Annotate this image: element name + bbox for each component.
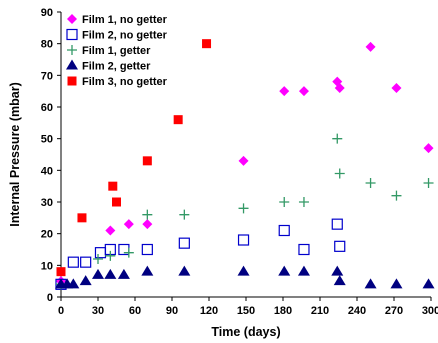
x-tick-label: 30 xyxy=(92,305,104,317)
data-point xyxy=(334,168,345,179)
data-point xyxy=(238,203,249,214)
series-3 xyxy=(55,265,435,289)
data-point xyxy=(178,265,191,276)
data-point xyxy=(298,197,309,207)
data-point xyxy=(422,278,435,289)
x-tick-label: 150 xyxy=(237,305,255,317)
data-point xyxy=(331,218,343,230)
data-point xyxy=(117,268,130,279)
data-point xyxy=(279,86,290,97)
data-point xyxy=(237,234,250,246)
data-point xyxy=(141,243,153,256)
series-4 xyxy=(56,39,212,277)
legend-label: Film 2, no getter xyxy=(82,30,168,42)
y-tick-label: 70 xyxy=(41,70,53,82)
legend-marker xyxy=(67,76,77,86)
data-point xyxy=(142,219,153,230)
y-tick-label: 30 xyxy=(41,197,53,209)
y-tick-label: 50 xyxy=(41,134,53,146)
data-point xyxy=(108,181,118,191)
legend-label: Film 2, getter xyxy=(82,61,151,73)
data-point xyxy=(142,156,152,166)
data-point xyxy=(237,265,250,276)
y-tick-label: 40 xyxy=(41,165,53,177)
data-point xyxy=(123,219,134,230)
data-point xyxy=(334,240,346,252)
data-point xyxy=(105,225,116,236)
data-point xyxy=(67,278,80,289)
data-point xyxy=(142,209,153,220)
data-point xyxy=(92,268,104,279)
data-point xyxy=(423,143,434,154)
y-tick-label: 10 xyxy=(41,260,53,272)
legend-label: Film 1, getter xyxy=(82,45,151,57)
data-point xyxy=(334,83,345,93)
data-point xyxy=(178,237,190,249)
data-point xyxy=(80,256,92,268)
data-point xyxy=(67,256,79,268)
data-point xyxy=(391,190,402,201)
y-tick-label: 90 xyxy=(41,7,53,19)
data-point xyxy=(202,39,212,49)
legend-label: Film 1, no getter xyxy=(82,14,168,26)
legend-marker xyxy=(66,59,78,70)
data-point xyxy=(93,254,103,264)
data-point xyxy=(423,178,434,188)
legend-marker xyxy=(66,28,78,41)
data-point xyxy=(278,265,291,276)
legend: Film 1, no getter Film 2, no getter Film 1… xyxy=(66,14,168,88)
data-point xyxy=(298,86,309,97)
x-tick-label: 300 xyxy=(422,305,438,317)
x-tick-label: 90 xyxy=(166,305,178,317)
x-axis-title: Time (days) xyxy=(211,325,280,339)
y-axis-title: Internal Pressure (mbar) xyxy=(8,82,22,227)
data-point xyxy=(365,178,376,188)
data-point xyxy=(94,247,107,259)
data-point xyxy=(390,278,403,289)
data-point xyxy=(79,275,92,286)
data-point xyxy=(77,213,87,223)
data-point xyxy=(179,209,190,220)
x-tick-label: 240 xyxy=(348,305,366,317)
data-point xyxy=(364,278,377,289)
x-tick-label: 60 xyxy=(129,305,141,317)
x-tick-label: 180 xyxy=(274,305,292,317)
data-point xyxy=(278,224,290,237)
data-point xyxy=(333,275,346,286)
data-point xyxy=(391,83,402,93)
data-point xyxy=(298,243,310,256)
series-2 xyxy=(56,133,434,290)
y-tick-label: 60 xyxy=(41,102,53,114)
data-point xyxy=(332,133,343,144)
legend-marker xyxy=(67,45,77,55)
legend-label: Film 3, no getter xyxy=(82,76,168,88)
data-point xyxy=(331,265,344,276)
data-point xyxy=(104,268,117,279)
data-point xyxy=(112,197,121,207)
x-tick-label: 120 xyxy=(200,305,218,317)
y-tick-label: 80 xyxy=(41,39,53,51)
x-tick-label: 0 xyxy=(58,305,64,317)
legend-marker xyxy=(67,14,77,24)
data-point xyxy=(238,155,249,166)
data-point xyxy=(365,41,376,52)
data-point xyxy=(141,265,154,276)
data-point xyxy=(279,197,290,207)
data-point xyxy=(173,115,183,125)
x-tick-label: 270 xyxy=(385,305,403,317)
y-tick-label: 20 xyxy=(41,229,53,241)
data-point xyxy=(297,265,310,276)
x-tick-label: 210 xyxy=(311,305,329,317)
data-point xyxy=(123,247,134,258)
y-tick-label: 0 xyxy=(47,292,53,304)
data-point xyxy=(105,250,116,261)
data-point xyxy=(56,267,66,277)
